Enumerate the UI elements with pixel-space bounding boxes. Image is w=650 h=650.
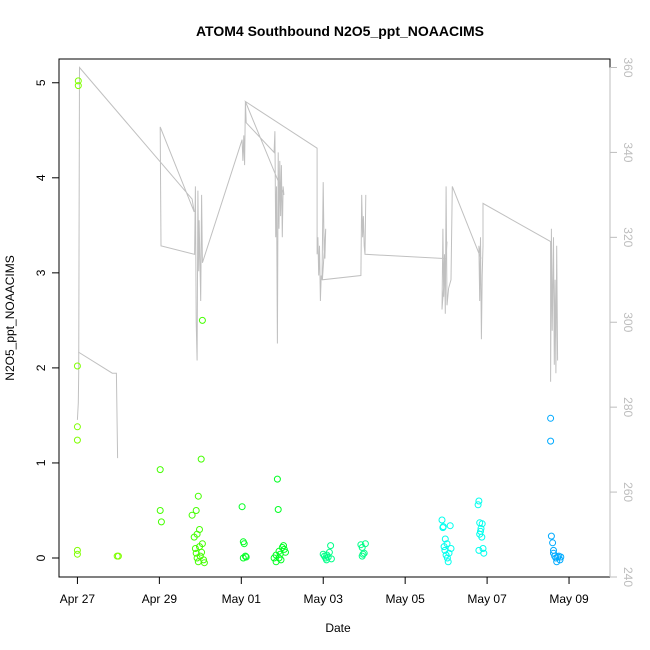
data-point	[478, 520, 486, 528]
y-tick-label: 3	[34, 269, 48, 276]
x-tick-label: May 09	[549, 592, 589, 606]
chart-title: ATOM4 Southbound N2O5_ppt_NOAACIMS	[196, 23, 484, 39]
data-point	[443, 554, 451, 562]
data-point	[275, 554, 283, 562]
data-point	[73, 423, 81, 431]
y-tick-label: 1	[34, 459, 48, 466]
secondary-line-segment	[78, 351, 119, 459]
y-axis: 0 1 2 3 4 5	[34, 79, 60, 561]
x-tick-label: Apr 27	[60, 592, 96, 606]
x-tick-label: May 05	[385, 592, 425, 606]
data-point	[239, 554, 247, 562]
data-point	[550, 546, 557, 554]
secondary-line-main	[76, 66, 559, 420]
data-point	[358, 552, 366, 560]
data-point	[327, 555, 335, 563]
x-tick-label: May 01	[222, 592, 262, 606]
y-tick-label: 2	[34, 364, 48, 371]
scatter-points	[73, 77, 565, 567]
data-point	[73, 546, 81, 554]
data-point	[240, 540, 248, 548]
data-point	[198, 540, 206, 548]
data-point	[439, 523, 447, 531]
data-point	[200, 556, 208, 564]
data-point	[274, 506, 282, 513]
y-tick-label: 5	[34, 79, 48, 86]
data-point	[273, 475, 281, 483]
data-point	[198, 316, 206, 324]
data-point	[547, 414, 555, 422]
data-point	[361, 540, 369, 548]
y-tick-label: 0	[34, 554, 48, 561]
data-point	[194, 492, 202, 500]
x-tick-label: Apr 29	[142, 592, 178, 606]
data-point	[193, 530, 201, 538]
data-point	[192, 507, 200, 514]
plot-frame	[58, 58, 611, 578]
y-tick-label: 4	[34, 174, 48, 181]
data-point	[325, 548, 333, 556]
data-point	[198, 548, 206, 556]
data-point	[444, 558, 452, 566]
data-point	[188, 511, 196, 519]
data-point	[73, 362, 81, 370]
data-point	[547, 437, 555, 445]
data-point	[549, 539, 557, 547]
data-point	[74, 82, 82, 90]
data-point	[443, 540, 451, 548]
y2-tick-label: 260	[621, 482, 635, 502]
data-point	[547, 532, 555, 540]
data-point	[476, 530, 484, 538]
data-point	[156, 507, 164, 514]
data-point	[553, 558, 561, 566]
data-point	[438, 516, 446, 524]
data-point	[446, 522, 454, 530]
x-axis-label: Date	[325, 621, 351, 635]
data-point	[114, 552, 122, 560]
x-axis: Apr 27 Apr 29 May 01 May 03 May 05 May 07 May …	[60, 576, 589, 606]
x-tick-label: May 03	[304, 592, 344, 606]
data-point	[238, 503, 246, 511]
y2-axis: 240 260 280 300 320 340 360	[609, 57, 635, 587]
data-point	[445, 549, 453, 557]
data-point	[191, 545, 199, 552]
data-point	[441, 535, 449, 543]
y2-tick-label: 240	[621, 567, 635, 587]
data-point	[447, 545, 455, 552]
x-tick-label: May 07	[467, 592, 507, 606]
data-point	[282, 548, 289, 556]
data-point	[475, 497, 483, 505]
data-point	[241, 552, 249, 560]
y2-tick-label: 280	[621, 397, 635, 417]
data-point	[477, 527, 484, 535]
data-point	[474, 501, 482, 509]
data-point	[323, 556, 330, 564]
y2-tick-label: 340	[621, 142, 635, 162]
y-axis-label: N2O5_ppt_NOAACIMS	[3, 255, 17, 380]
data-point	[557, 553, 565, 561]
data-point	[157, 518, 165, 526]
data-point	[73, 436, 81, 444]
data-point	[242, 553, 250, 561]
y2-tick-label: 300	[621, 312, 635, 332]
secondary-line-series	[76, 66, 559, 459]
data-point	[73, 550, 81, 558]
data-point	[280, 542, 287, 550]
y2-tick-label: 360	[621, 57, 635, 77]
data-point	[200, 559, 208, 567]
data-point	[278, 544, 286, 551]
y2-tick-label: 320	[621, 227, 635, 247]
data-point	[479, 545, 487, 552]
data-point	[475, 546, 483, 554]
data-point	[197, 455, 205, 463]
data-point	[327, 542, 335, 550]
data-point	[74, 77, 82, 85]
data-point	[156, 466, 164, 474]
